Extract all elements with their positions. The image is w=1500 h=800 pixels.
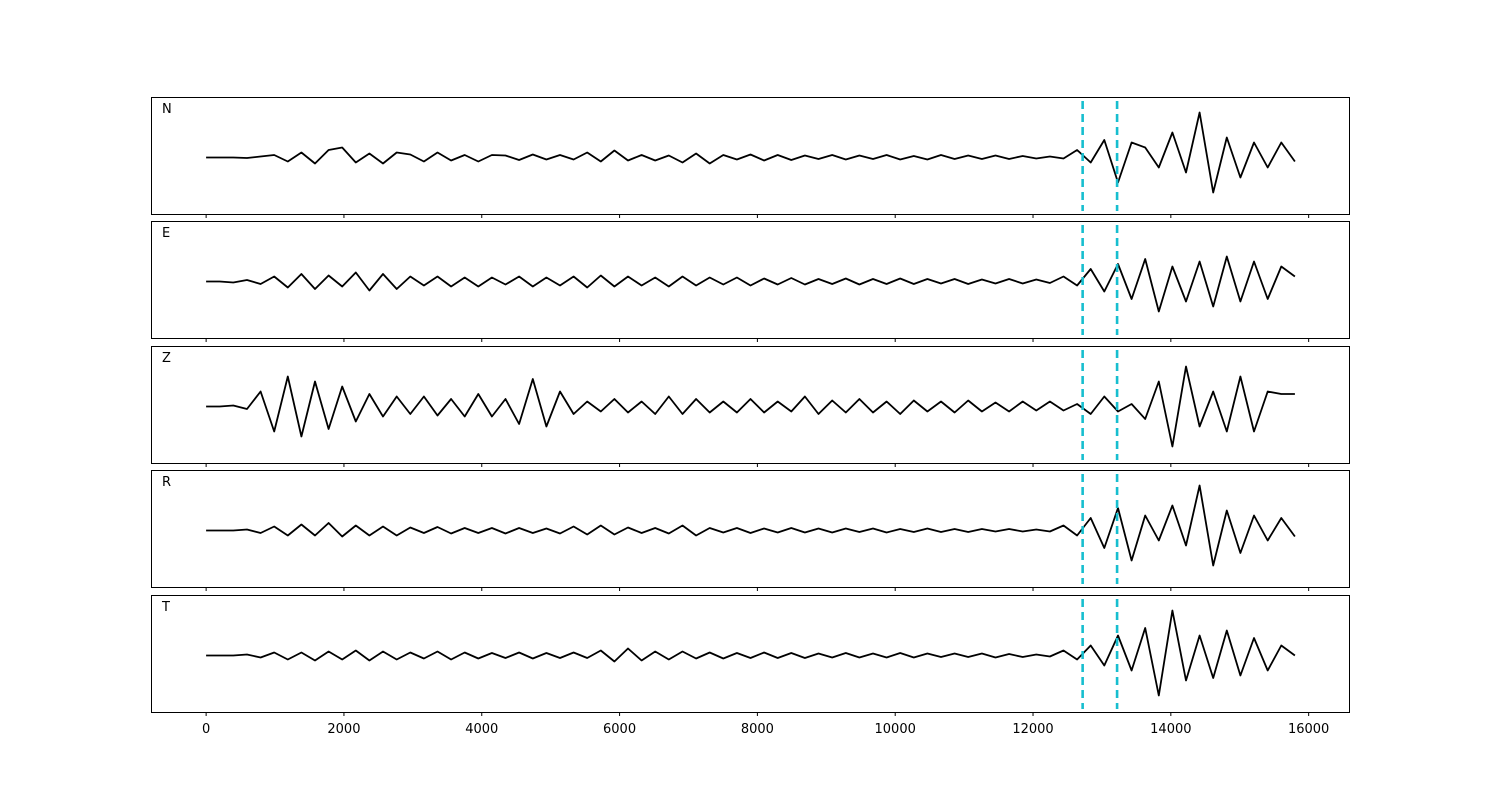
x-tick-label: 16000 <box>1288 722 1329 737</box>
channel-label-n: N <box>162 102 172 117</box>
waveform-trace-n <box>206 111 1296 194</box>
x-tick-label: 10000 <box>875 722 916 737</box>
panel-frame <box>151 221 1350 339</box>
channel-label-t: T <box>161 600 170 615</box>
panel-r: R <box>151 470 1350 591</box>
panel-t: T <box>151 595 1350 716</box>
x-tick-label: 14000 <box>1150 722 1191 737</box>
panel-frame <box>151 470 1350 588</box>
panel-e: E <box>151 221 1350 342</box>
x-tick-label: 6000 <box>603 722 636 737</box>
panel-frame <box>151 97 1350 215</box>
waveform-trace-r <box>206 484 1296 567</box>
panel-frame <box>151 595 1350 713</box>
x-tick-label: 2000 <box>327 722 360 737</box>
x-tick-label: 4000 <box>465 722 498 737</box>
panel-group: N E Z R T <box>151 97 1350 716</box>
waveform-trace-e <box>206 255 1296 313</box>
panel-n: N <box>151 97 1350 218</box>
channel-label-r: R <box>162 475 171 490</box>
waveform-trace-z <box>206 365 1295 448</box>
x-tick-label: 8000 <box>741 722 774 737</box>
panel-frame <box>151 346 1350 464</box>
panel-z: Z <box>151 346 1350 467</box>
x-axis: 0 2000 4000 6000 8000 10000 12000 14000 16000 <box>202 722 1329 737</box>
channel-label-z: Z <box>162 351 171 366</box>
channel-label-e: E <box>162 226 170 241</box>
x-tick-label: 12000 <box>1012 722 1053 737</box>
x-tick-label: 0 <box>202 722 210 737</box>
waveform-trace-t <box>206 609 1296 697</box>
